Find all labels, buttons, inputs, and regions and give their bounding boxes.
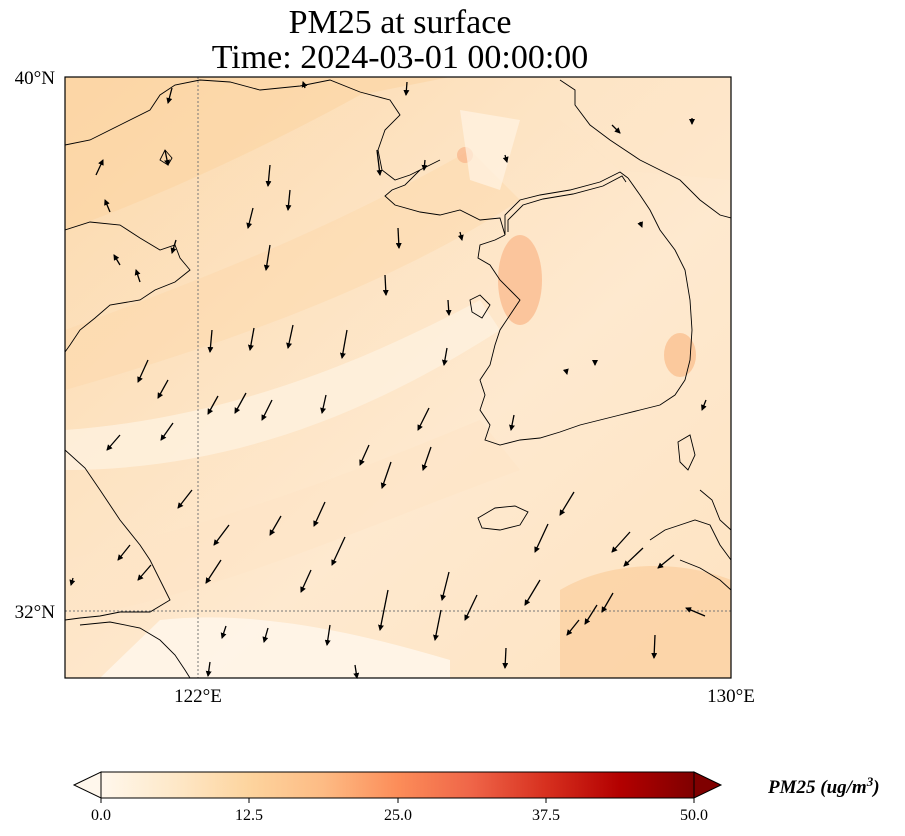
wind-arrow: [69, 577, 76, 586]
wind-arrow: [376, 149, 383, 176]
wind-arrow: [331, 536, 346, 566]
lon-tick-130: 130°E: [707, 686, 755, 707]
wind-arrow: [285, 189, 292, 211]
wind-arrow: [95, 159, 104, 176]
wind-arrow: [205, 661, 212, 677]
wind-arrow: [440, 571, 450, 601]
wind-arrow: [177, 489, 193, 509]
wind-arrow: [247, 327, 255, 351]
wind-arrow: [395, 227, 402, 249]
wind-arrow: [611, 124, 621, 134]
wind-arrow: [623, 547, 644, 567]
wind-arrow: [441, 347, 448, 366]
wind-arrow: [134, 269, 141, 283]
wind-arrow: [339, 329, 348, 359]
wind-arrow: [220, 625, 227, 639]
colorbar-tick: 12.5: [235, 807, 263, 824]
wind-arrow: [353, 664, 360, 679]
colorbar: 0.0 12.5 25.0 37.5 50.0 PM25 (ug/m3): [72, 771, 880, 824]
wind-arrow: [213, 524, 230, 546]
wind-arrow: [106, 434, 121, 451]
pm25-field: [65, 77, 731, 678]
wind-arrow: [559, 491, 575, 516]
colorbar-gradient: [101, 772, 694, 798]
wind-arrow: [445, 299, 452, 316]
colorbar-extend-low: [72, 771, 102, 799]
wind-arrow: [378, 589, 389, 631]
wind-arrow: [246, 207, 254, 229]
wind-arrow: [300, 569, 312, 593]
wind-arrow: [566, 619, 580, 636]
wind-arrow: [117, 544, 131, 561]
wind-arrow: [433, 609, 442, 641]
wind-arrow: [104, 199, 111, 213]
wind-arrow: [205, 559, 222, 584]
wind-arrow: [207, 395, 219, 415]
wind-arrow: [313, 501, 326, 527]
wind-arrow: [502, 647, 509, 669]
colorbar-extend-high: [693, 771, 723, 799]
colorbar-tick: 25.0: [384, 807, 412, 824]
wind-arrow: [166, 87, 173, 104]
wind-arrow: [157, 379, 169, 399]
gridlines: [65, 77, 731, 678]
wind-arrow: [417, 407, 430, 431]
wind-arrow: [637, 221, 643, 228]
wind-arrow: [301, 81, 308, 89]
wind-arrow: [534, 523, 549, 553]
wind-arrow: [207, 329, 214, 353]
map-title-line1: PM25 at surface: [288, 4, 512, 41]
wind-arrow: [651, 634, 658, 659]
colorbar-tick: 50.0: [680, 807, 708, 824]
map-frame: [64, 76, 732, 679]
wind-arrow: [584, 604, 598, 625]
wind-arrow: [359, 444, 370, 466]
wind-arrow: [382, 274, 389, 296]
wind-arrow: [502, 154, 509, 163]
lon-tick-122: 122°E: [174, 686, 222, 707]
colorbar-tick: 0.0: [91, 807, 111, 824]
wind-arrow: [269, 515, 282, 536]
wind-arrow: [509, 414, 515, 431]
wind-arrow: [265, 164, 272, 187]
wind-arrow: [685, 607, 706, 617]
wind-arrow: [562, 368, 569, 375]
wind-arrow: [457, 231, 464, 241]
wind-arrow: [262, 627, 269, 643]
wind-arrow: [261, 399, 273, 421]
wind-arrow: [611, 531, 631, 553]
wind-arrow: [524, 579, 541, 606]
wind-arrow: [170, 239, 177, 254]
wind-arrow: [657, 554, 675, 569]
wind-arrow: [421, 159, 428, 171]
colorbar-label: PM25 (ug/m3): [767, 774, 880, 799]
wind-arrow: [286, 324, 294, 349]
coastline: [65, 79, 731, 678]
wind-arrow: [164, 149, 170, 166]
wind-arrow: [464, 594, 478, 621]
wind-arrow: [701, 399, 707, 411]
wind-arrow: [403, 81, 410, 96]
wind-vectors: [69, 81, 707, 679]
wind-arrow: [234, 392, 247, 414]
map-title-line2: Time: 2024-03-01 00:00:00: [211, 39, 589, 76]
wind-arrow: [137, 359, 149, 383]
colorbar-tick: 37.5: [532, 807, 560, 824]
wind-arrow: [137, 564, 152, 581]
wind-arrow: [324, 624, 331, 646]
wind-arrow: [263, 244, 271, 271]
wind-arrow: [380, 461, 392, 489]
wind-arrow: [320, 394, 327, 414]
wind-arrow: [601, 592, 614, 613]
wind-arrow: [113, 254, 121, 266]
wind-arrow: [160, 422, 174, 441]
lat-tick-32: 32°N: [15, 602, 56, 623]
wind-arrow: [421, 446, 432, 471]
lat-tick-40: 40°N: [15, 68, 56, 89]
